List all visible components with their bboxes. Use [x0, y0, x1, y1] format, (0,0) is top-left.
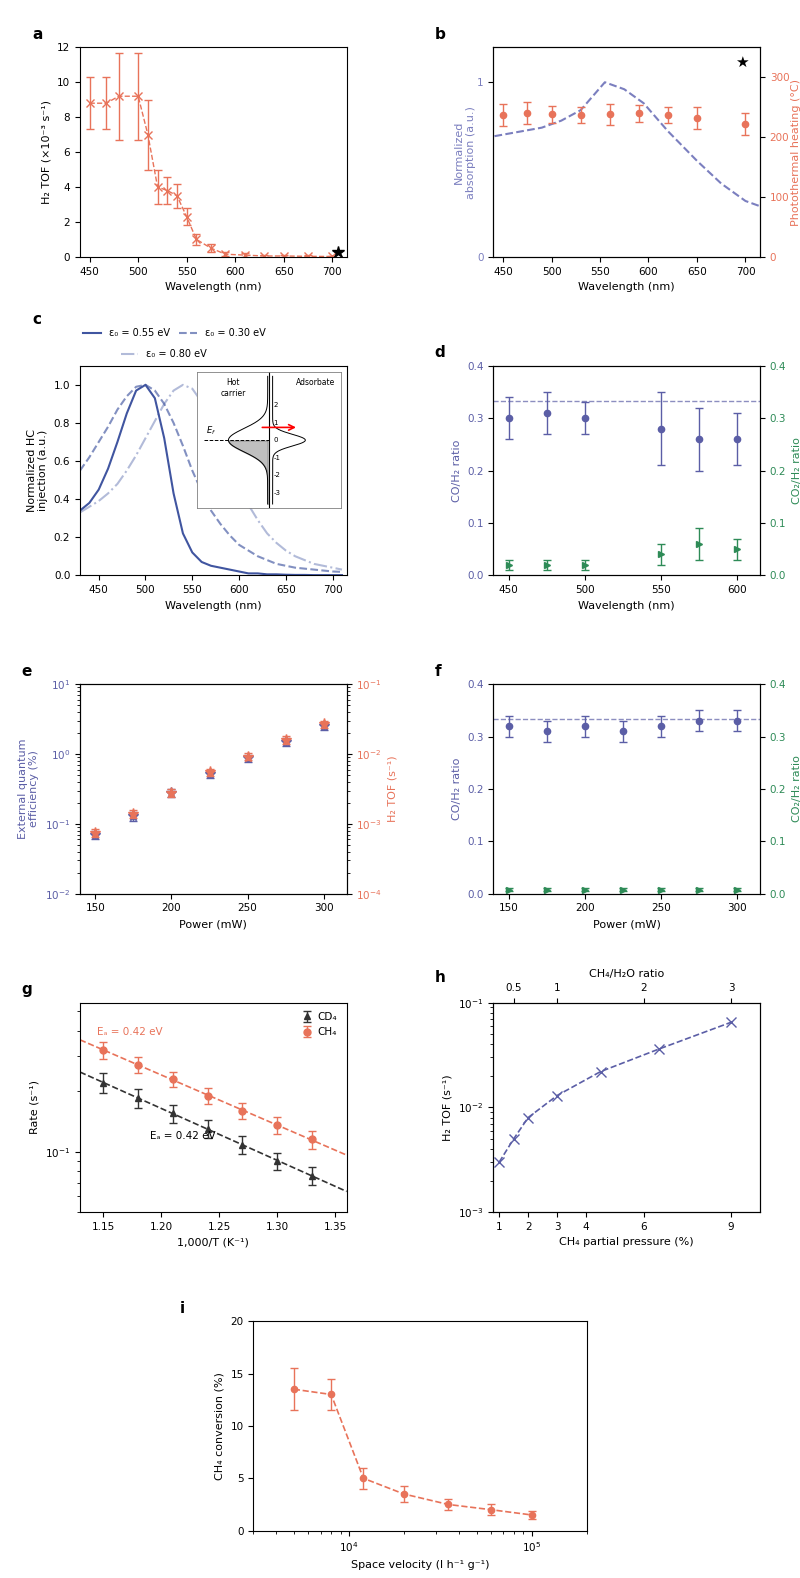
- Y-axis label: CO/H₂ ratio: CO/H₂ ratio: [451, 757, 462, 821]
- Y-axis label: CO₂/H₂ ratio: CO₂/H₂ ratio: [792, 756, 800, 822]
- Y-axis label: Rate (s⁻¹): Rate (s⁻¹): [30, 1081, 39, 1135]
- X-axis label: Wavelength (nm): Wavelength (nm): [578, 601, 675, 611]
- Text: h: h: [434, 970, 446, 985]
- Text: ★: ★: [734, 55, 748, 69]
- X-axis label: Wavelength (nm): Wavelength (nm): [165, 601, 262, 611]
- Y-axis label: CO/H₂ ratio: CO/H₂ ratio: [451, 439, 462, 502]
- Text: i: i: [180, 1300, 185, 1316]
- X-axis label: 1,000/T (K⁻¹): 1,000/T (K⁻¹): [178, 1237, 250, 1248]
- X-axis label: Wavelength (nm): Wavelength (nm): [578, 282, 675, 292]
- Text: d: d: [434, 346, 446, 360]
- Y-axis label: CH₄ conversion (%): CH₄ conversion (%): [215, 1371, 225, 1480]
- Y-axis label: H₂ TOF (s⁻¹): H₂ TOF (s⁻¹): [387, 756, 398, 822]
- Y-axis label: H₂ TOF (×10⁻³ s⁻¹): H₂ TOF (×10⁻³ s⁻¹): [42, 99, 51, 204]
- Legend: CD₄, CH₄: CD₄, CH₄: [298, 1008, 342, 1041]
- Y-axis label: CO₂/H₂ ratio: CO₂/H₂ ratio: [792, 437, 800, 503]
- Legend: ε₀ = 0.80 eV: ε₀ = 0.80 eV: [117, 346, 210, 363]
- Text: a: a: [32, 27, 42, 43]
- Text: Eₐ = 0.42 eV: Eₐ = 0.42 eV: [98, 1027, 163, 1037]
- Text: e: e: [22, 664, 32, 679]
- Text: c: c: [32, 312, 41, 327]
- X-axis label: Power (mW): Power (mW): [179, 918, 247, 929]
- X-axis label: Power (mW): Power (mW): [593, 918, 661, 929]
- X-axis label: Wavelength (nm): Wavelength (nm): [165, 282, 262, 292]
- Y-axis label: Normalized HC
injection (a.u.): Normalized HC injection (a.u.): [26, 429, 48, 511]
- Text: b: b: [434, 27, 446, 43]
- X-axis label: CH₄/H₂O ratio: CH₄/H₂O ratio: [589, 969, 664, 980]
- X-axis label: CH₄ partial pressure (%): CH₄ partial pressure (%): [559, 1237, 694, 1248]
- Y-axis label: Photothermal heating (°C): Photothermal heating (°C): [790, 79, 800, 226]
- Y-axis label: H₂ TOF (s⁻¹): H₂ TOF (s⁻¹): [442, 1075, 453, 1141]
- Text: Eₐ = 0.42 eV: Eₐ = 0.42 eV: [150, 1131, 215, 1141]
- Y-axis label: External quantum
efficiency (%): External quantum efficiency (%): [18, 739, 39, 839]
- Text: g: g: [22, 983, 32, 997]
- Y-axis label: Normalized
absorption (a.u.): Normalized absorption (a.u.): [454, 106, 475, 199]
- X-axis label: Space velocity (l h⁻¹ g⁻¹): Space velocity (l h⁻¹ g⁻¹): [350, 1559, 490, 1570]
- Text: f: f: [434, 664, 442, 679]
